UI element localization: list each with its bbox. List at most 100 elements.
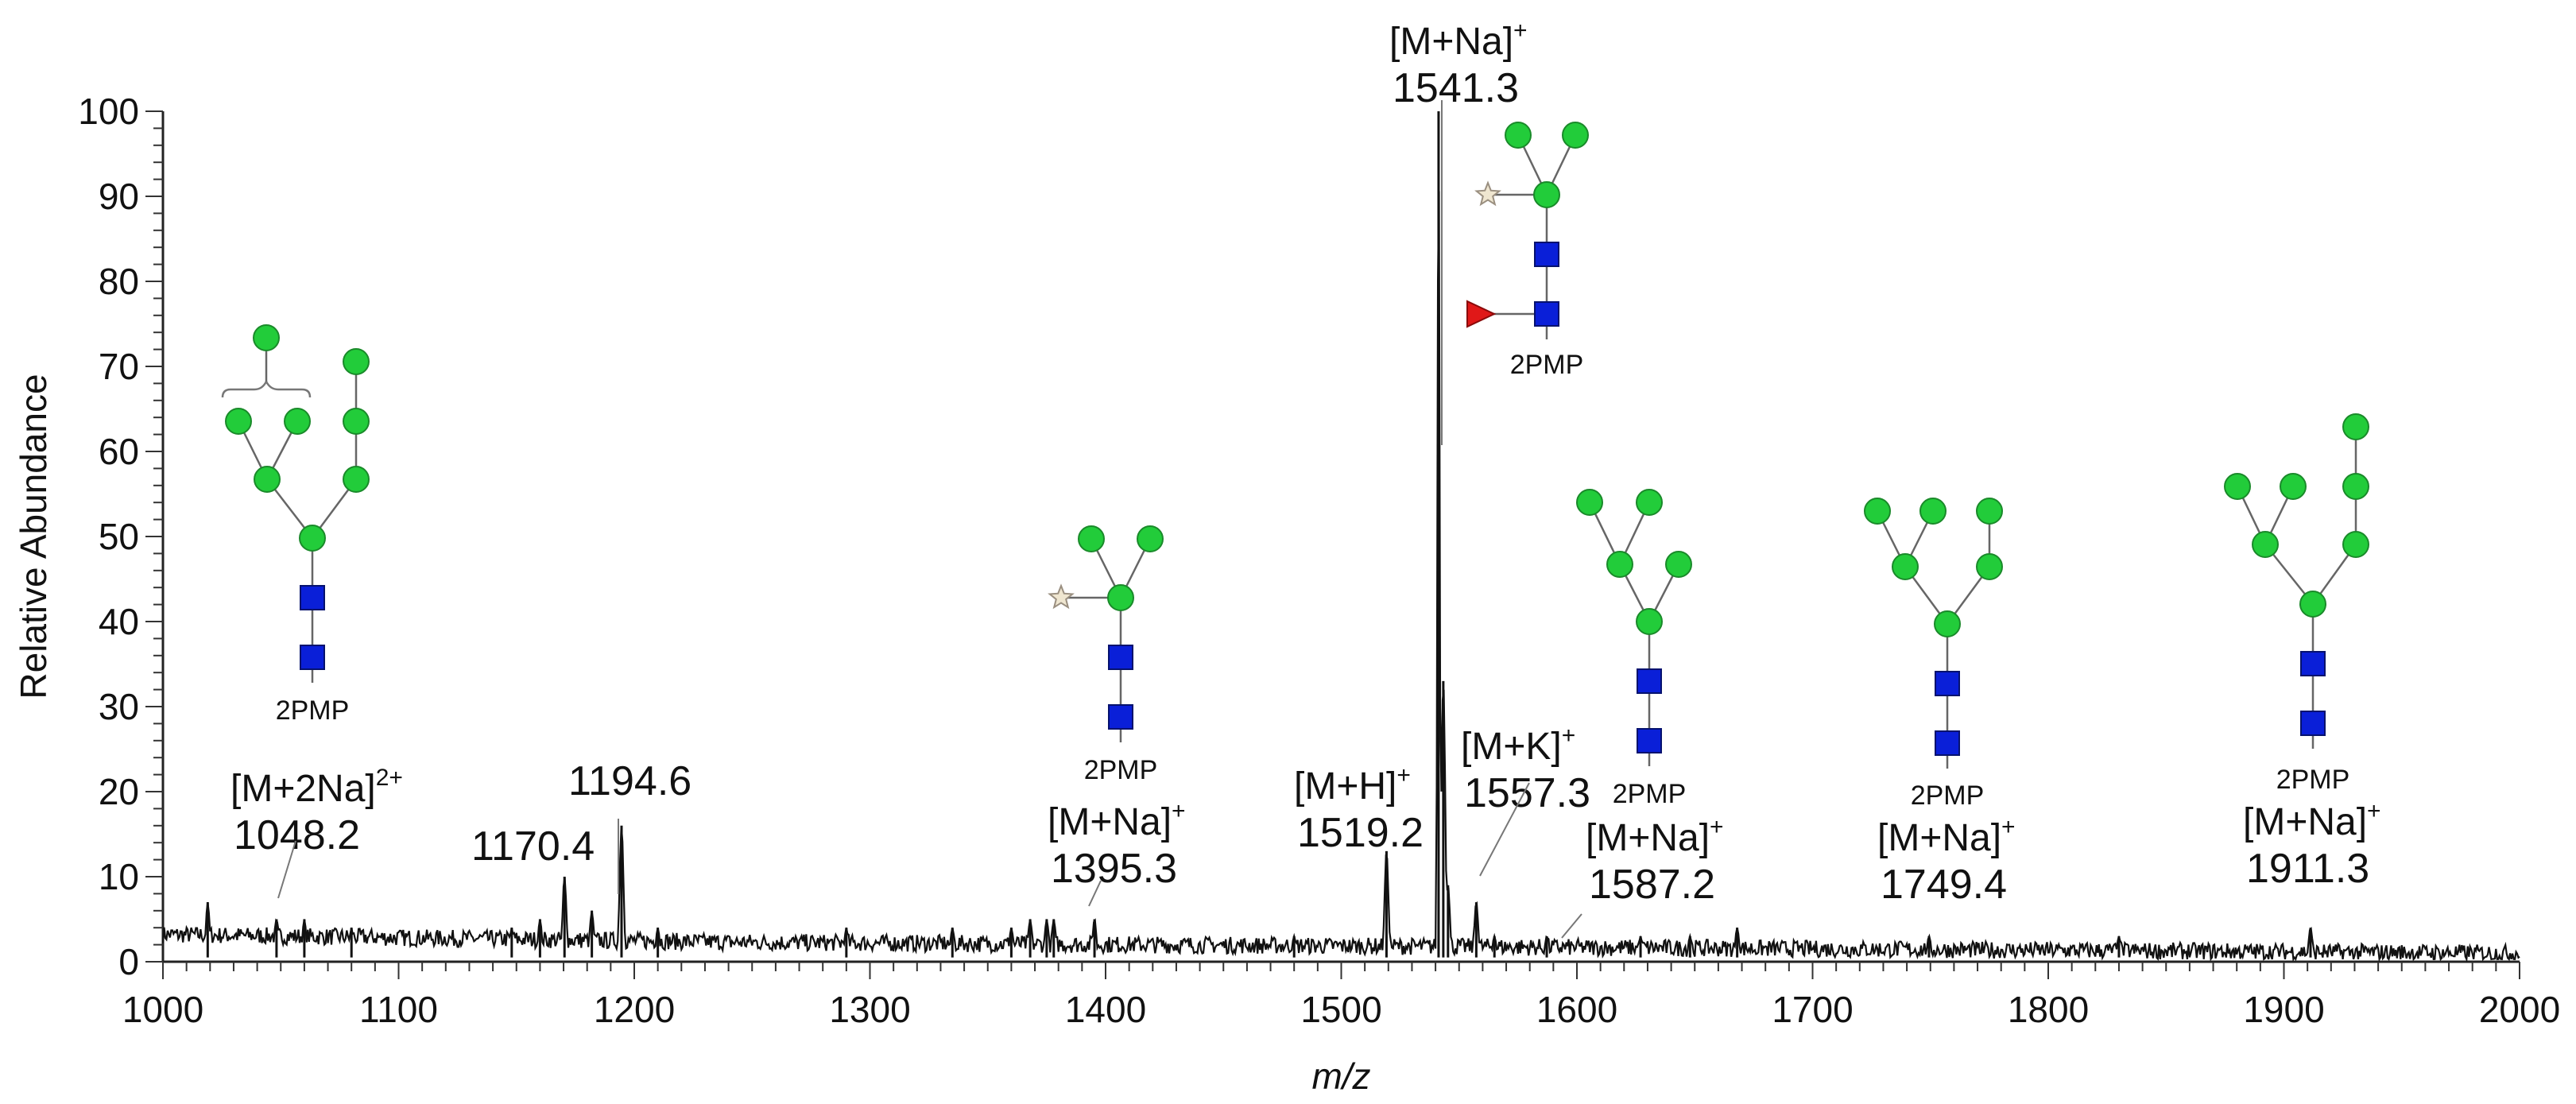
ion-type-label: [M+2Na]2+ bbox=[230, 765, 403, 810]
ion-charge: + bbox=[1172, 798, 1186, 824]
mannose-circle bbox=[2342, 531, 2369, 558]
y-tick-label: 70 bbox=[99, 346, 139, 387]
mz-value-label: 1911.3 bbox=[2246, 846, 2369, 892]
peak-annotation: [M+Na]+1911.3 bbox=[2243, 798, 2381, 892]
ion-type-label: [M+Na]+ bbox=[1877, 814, 2016, 859]
ion-type-label: [M+Na]+ bbox=[1048, 798, 1186, 843]
mannose-circle bbox=[2342, 413, 2369, 440]
mz-value-label: 1395.3 bbox=[1051, 846, 1177, 892]
ion-type-label: [M+Na]+ bbox=[1389, 17, 1528, 63]
y-tick-label: 0 bbox=[118, 941, 139, 982]
peak-annotation: [M+Na]+1395.3 bbox=[1048, 798, 1186, 907]
mannose-circle bbox=[1137, 525, 1164, 552]
mannose-circle bbox=[1934, 610, 1961, 637]
mannose-circle bbox=[2252, 531, 2279, 558]
ion-charge: + bbox=[1562, 722, 1576, 749]
mannose-circle bbox=[343, 466, 370, 493]
mannose-circle bbox=[299, 525, 326, 552]
mannose-circle bbox=[1533, 181, 1560, 208]
y-tick-label: 30 bbox=[99, 686, 139, 727]
axes: 0 10 20 30 40 50 60 70 80 90 100 1000 1100 1200 1300 14… bbox=[13, 91, 2560, 1097]
x-tick-label: 1000 bbox=[122, 989, 203, 1030]
ion-type-label: [M+K]+ bbox=[1461, 722, 1575, 768]
mannose-circle bbox=[2299, 591, 2326, 618]
glcnac-square bbox=[1108, 645, 1133, 670]
mannose-circle bbox=[1636, 608, 1663, 635]
peak-annotation: [M+2Na]2+1048.2 bbox=[230, 765, 403, 899]
mannose-circle bbox=[1107, 584, 1134, 611]
fucose-triangle bbox=[1466, 300, 1497, 328]
mz-value-label: 1749.4 bbox=[1881, 862, 2007, 908]
xylose-star bbox=[1048, 583, 1075, 610]
peak-annotation: 1170.4 bbox=[471, 823, 595, 870]
mannose-circle bbox=[1919, 498, 1947, 525]
glcnac-square bbox=[1534, 301, 1559, 327]
mannose-circle bbox=[1078, 525, 1105, 552]
glcnac-square bbox=[1637, 668, 1662, 694]
x-tick-label: 1900 bbox=[2243, 989, 2324, 1030]
mannose-circle bbox=[2280, 473, 2307, 500]
y-axis-title: Relative Abundance bbox=[13, 374, 54, 699]
peak-annotation: 1194.6 bbox=[568, 758, 691, 894]
reducing-end-label: 2PMP bbox=[1510, 350, 1584, 380]
mannose-circle bbox=[2342, 473, 2369, 500]
x-tick-label: 2000 bbox=[2479, 989, 2560, 1030]
glycan-structure: 2PMP bbox=[1864, 498, 2003, 811]
glcnac-square bbox=[1534, 242, 1559, 267]
x-tick-label: 1500 bbox=[1300, 989, 1381, 1030]
x-tick-label: 1800 bbox=[2008, 989, 2089, 1030]
mannose-circle bbox=[343, 408, 370, 435]
glcnac-square bbox=[1108, 704, 1133, 730]
peak-annotation: [M+H]+1519.2 bbox=[1294, 762, 1424, 856]
x-tick-label: 1100 bbox=[359, 989, 438, 1030]
y-tick-label: 60 bbox=[99, 431, 139, 472]
glcnac-square bbox=[1637, 728, 1662, 753]
glycan-structures-layer: 2PMP 2PMP 2PMP 2PMP 2PMP 2PMP bbox=[221, 122, 2369, 811]
mannose-circle bbox=[1976, 553, 2003, 580]
ion-name: [M+Na] bbox=[1877, 817, 2001, 859]
mannose-circle bbox=[1665, 551, 1692, 578]
glcnac-square bbox=[1935, 671, 1960, 696]
glycan-structure: 2PMP bbox=[1466, 122, 1589, 380]
reducing-end-label: 2PMP bbox=[2276, 765, 2350, 795]
reducing-end-label: 2PMP bbox=[1911, 781, 1985, 811]
ion-charge: + bbox=[1710, 814, 1724, 840]
glycan-structure: 2PMP bbox=[2224, 413, 2369, 795]
x-tick-label: 1700 bbox=[1772, 989, 1853, 1030]
ion-charge: + bbox=[2367, 798, 2381, 824]
mannose-circle bbox=[254, 466, 281, 493]
mz-value-label: 1557.3 bbox=[1464, 770, 1590, 816]
spectrum-trace bbox=[161, 191, 2520, 963]
mannose-circle bbox=[225, 408, 252, 435]
y-tick-label: 20 bbox=[99, 771, 139, 812]
xylose-star bbox=[1474, 180, 1501, 207]
leader-line bbox=[1561, 913, 1582, 939]
mannose-circle bbox=[1892, 553, 1919, 580]
x-tick-label: 1300 bbox=[829, 989, 910, 1030]
glcnac-square bbox=[2300, 711, 2326, 736]
peak-annotation: [M+K]+1557.3 bbox=[1461, 722, 1590, 877]
y-tick-label: 40 bbox=[99, 601, 139, 642]
mannose-circle bbox=[253, 324, 280, 351]
glcnac-square bbox=[1935, 730, 1960, 756]
ion-name: [M+Na] bbox=[2243, 801, 2367, 843]
antenna-bracket bbox=[221, 379, 312, 398]
mz-value-label: 1170.4 bbox=[471, 823, 595, 870]
ion-name: [M+Na] bbox=[1389, 21, 1513, 63]
mannose-circle bbox=[1576, 489, 1603, 516]
x-tick-label: 1200 bbox=[594, 989, 675, 1030]
mannose-circle bbox=[1636, 489, 1663, 516]
glcnac-square bbox=[300, 645, 325, 670]
ion-name: [M+K] bbox=[1461, 726, 1562, 768]
glycan-structure: 2PMP bbox=[221, 324, 370, 726]
mz-value-label: 1541.3 bbox=[1393, 65, 1519, 111]
x-tick-label: 1600 bbox=[1536, 989, 1617, 1030]
peak-annotation: [M+Na]+1587.2 bbox=[1561, 814, 1724, 939]
reducing-end-label: 2PMP bbox=[1613, 779, 1687, 809]
ion-name: [M+Na] bbox=[1586, 817, 1710, 859]
reducing-end-label: 2PMP bbox=[276, 695, 350, 726]
glcnac-square bbox=[300, 585, 325, 610]
mannose-circle bbox=[1505, 122, 1532, 149]
ion-name: [M+2Na] bbox=[230, 768, 376, 810]
